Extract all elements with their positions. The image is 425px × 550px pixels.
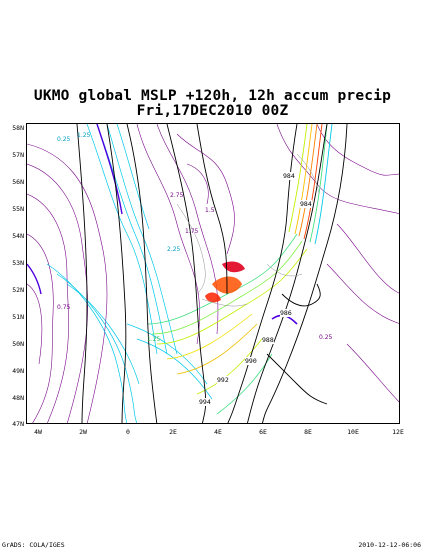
intense-precip-cells [205,261,245,303]
isobar-label: 990 [245,357,257,365]
lon-label-2e: 2E [169,428,177,436]
precip-label: 1.25 [147,336,161,343]
lat-label-52n: 52N [12,286,24,294]
lon-label-10e: 10E [347,428,359,436]
precip-label: 1.25 [77,132,91,139]
precip-label: 0.25 [319,334,333,341]
precip-label: 0.75 [57,304,71,311]
lat-label-50n: 50N [12,340,24,348]
orange-streak-group [288,124,333,245]
precip-label: 2.75 [170,192,184,199]
lat-label-55n: 55N [12,205,24,213]
cyan-contour-group [46,124,213,423]
precip-label: 1.5 [205,207,215,214]
purple-contour-group [27,124,399,423]
lon-label-0: 0 [126,428,130,436]
lat-label-58n: 58N [12,124,24,132]
precip-mslp-map [27,124,399,423]
precip-label: 1.75 [185,228,199,235]
lat-label-48n: 48N [12,394,24,402]
lat-label-47n: 47N [12,420,24,428]
lat-label-56n: 56N [12,178,24,186]
lat-label-57n: 57N [12,151,24,159]
lon-label-4e: 4E [214,428,222,436]
footer-timestamp: 2010-12-12-06:06 [358,541,421,549]
lon-label-8e: 8E [304,428,312,436]
isobar-label: 986 [280,309,292,317]
violet-streak-group [27,124,123,295]
isobar-label: 994 [199,398,211,406]
lon-label-12e: 12E [392,428,404,436]
lat-label-51n: 51N [12,313,24,321]
lon-label-6e: 6E [259,428,267,436]
lon-label-2w: 2W [79,428,87,436]
precip-label: 0.25 [57,136,71,143]
lat-label-49n: 49N [12,367,24,375]
isobar-label: 984 [283,172,295,180]
chart-subtitle: Fri,17DEC2010 00Z [136,103,289,119]
coastline-group [176,153,320,307]
precip-label: 2.25 [167,246,181,253]
chart-title: UKMO global MSLP +120h, 12h accum precip [33,88,392,104]
isobar-label: 992 [217,376,229,384]
lat-label-53n: 53N [12,259,24,267]
map-plot-area: 984 984 986 988 990 992 994 0.25 1.25 1.… [26,123,400,424]
footer-credit: GrADS: COLA/IGES [2,541,65,549]
lon-label-4w: 4W [34,428,42,436]
isobar-label: 988 [262,336,274,344]
isobar-group [76,124,348,423]
lat-label-54n: 54N [12,232,24,240]
isobar-label: 984 [300,200,312,208]
green-yellow-contour-group [146,233,308,415]
